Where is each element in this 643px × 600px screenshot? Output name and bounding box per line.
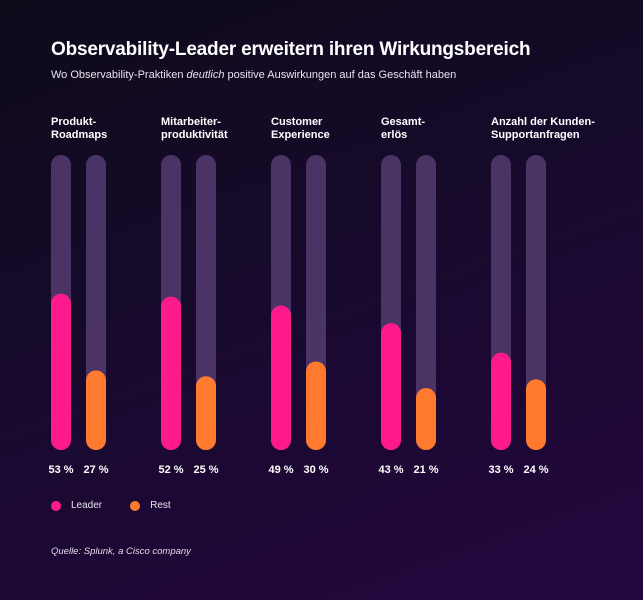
bar-rest: [526, 379, 546, 450]
data-label-rest: 30 %: [303, 464, 329, 476]
data-label-leader: 43 %: [378, 464, 404, 476]
legend-leader-label: Leader: [71, 500, 103, 511]
bar-rest: [306, 361, 326, 450]
category-label: Mitarbeiter- produktivität: [161, 116, 228, 141]
bar-rest: [196, 376, 216, 450]
category-label: Produkt- Roadmaps: [51, 116, 108, 141]
data-label-leader: 49 %: [268, 464, 294, 476]
bar-leader: [491, 352, 511, 450]
category-label: Anzahl der Kunden- Supportanfragen: [491, 116, 595, 141]
source-note: Quelle: Splunk, a Cisco company: [51, 546, 191, 557]
bar-leader: [161, 296, 181, 450]
bar-track: [416, 155, 436, 450]
data-label-rest: 24 %: [523, 464, 549, 476]
legend-leader-swatch: [51, 500, 61, 511]
data-label-leader: 52 %: [158, 464, 184, 476]
category-label: Customer Experience: [271, 116, 330, 141]
data-label-rest: 21 %: [413, 464, 439, 476]
data-label-rest: 27 %: [83, 464, 109, 476]
data-label-leader: 53 %: [48, 464, 74, 476]
bar-rest: [86, 370, 106, 450]
chart-title: Observability-Leader erweitern ihren Wir…: [51, 39, 531, 60]
bar-leader: [381, 323, 401, 450]
chart-subtitle: Wo Observability-Praktiken deutlich posi…: [51, 69, 457, 81]
bar-track: [196, 155, 216, 450]
legend-rest-label: Rest: [150, 500, 171, 511]
bar-track: [526, 155, 546, 450]
legend: Leader Rest: [51, 500, 171, 511]
category-label: Gesamt- erlös: [381, 116, 426, 141]
data-label-leader: 33 %: [488, 464, 514, 476]
bar-rest: [416, 388, 436, 450]
bar-leader: [51, 293, 71, 450]
data-label-rest: 25 %: [193, 464, 219, 476]
legend-rest-swatch: [130, 500, 141, 511]
bar-leader: [271, 305, 291, 450]
